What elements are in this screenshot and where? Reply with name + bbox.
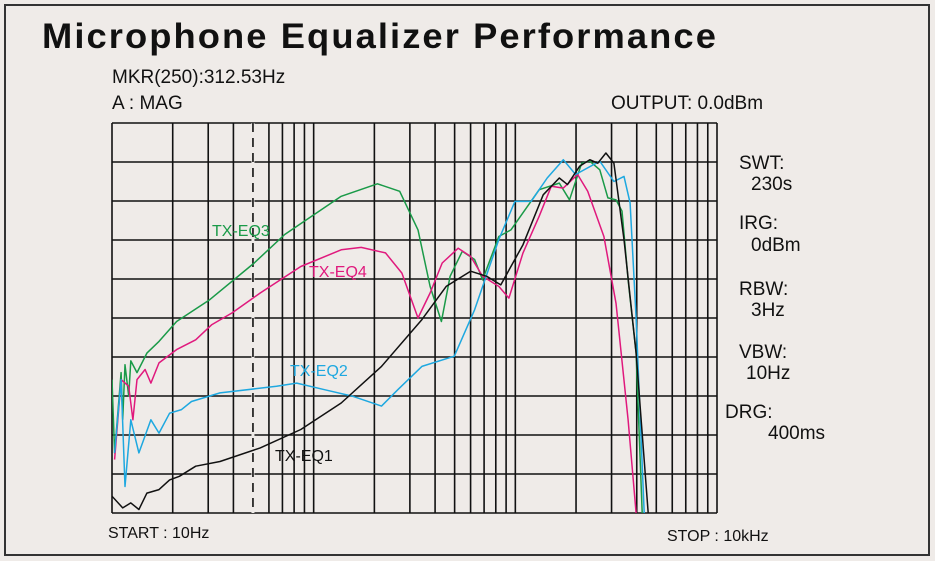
plot-grid	[111, 122, 718, 514]
label-tx-eq2: TX-EQ2	[290, 363, 348, 380]
series-tx-eq2	[113, 158, 645, 513]
start-frequency: START : 10Hz	[108, 525, 209, 542]
trace-mode: A : MAG	[112, 93, 183, 114]
setting-swt-label: SWT:	[739, 153, 784, 174]
frame-border	[4, 4, 930, 556]
label-tx-eq1: TX-EQ1	[275, 448, 333, 465]
series-tx-eq3	[112, 160, 643, 513]
plot-curves	[112, 152, 649, 513]
stop-frequency: STOP : 10kHz	[667, 528, 769, 545]
setting-vbw-value: 10Hz	[746, 363, 790, 384]
setting-rbw-label: RBW:	[739, 279, 788, 300]
setting-rbw-value: 3Hz	[751, 300, 785, 321]
series-tx-eq4	[113, 173, 637, 513]
setting-drg-value: 400ms	[768, 423, 825, 444]
setting-vbw-label: VBW:	[739, 342, 787, 363]
label-tx-eq3: TX-EQ3	[212, 223, 270, 240]
series-tx-eq1	[112, 152, 649, 513]
setting-irg-label: IRG:	[739, 213, 778, 234]
label-tx-eq4: TX-EQ4	[309, 264, 367, 281]
marker-readout: MKR(250):312.53Hz	[112, 67, 285, 88]
chart-title: Microphone Equalizer Performance	[42, 17, 718, 56]
setting-swt-value: 230s	[751, 174, 792, 195]
setting-drg-label: DRG:	[725, 402, 773, 423]
setting-irg-value: 0dBm	[751, 235, 801, 256]
output-level: OUTPUT: 0.0dBm	[611, 93, 763, 114]
